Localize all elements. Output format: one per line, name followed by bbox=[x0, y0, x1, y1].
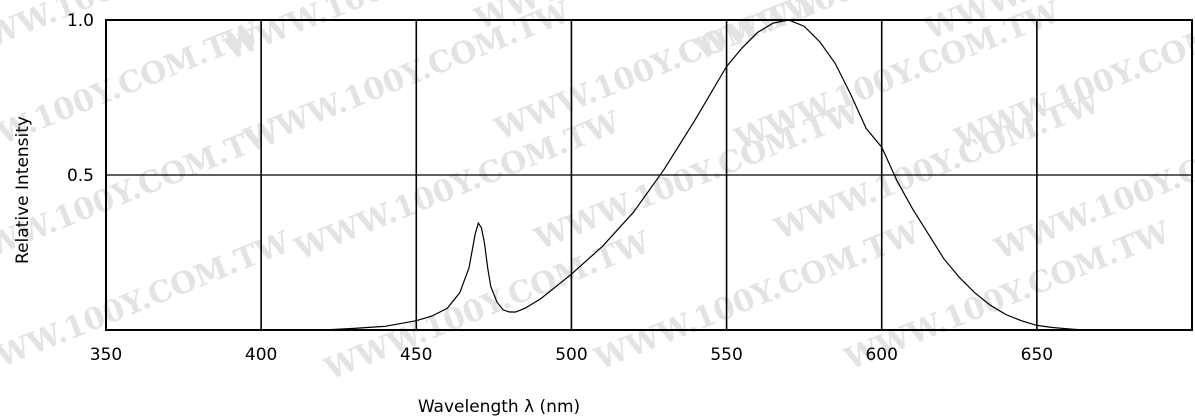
x-tick-labels: 350 400 450 500 550 600 650 bbox=[90, 345, 1053, 365]
y-tick-label: 0.5 bbox=[67, 166, 94, 186]
grid-lines bbox=[106, 20, 1192, 330]
y-axis-title: Relative Intensity bbox=[13, 116, 33, 264]
x-tick-label: 500 bbox=[555, 345, 587, 365]
x-tick-label: 600 bbox=[865, 345, 897, 365]
y-tick-label: 1.0 bbox=[67, 11, 94, 31]
x-tick-label: 400 bbox=[245, 345, 277, 365]
x-tick-label: 550 bbox=[710, 345, 742, 365]
spectrum-curve bbox=[323, 19, 1084, 331]
x-tick-label: 350 bbox=[90, 345, 122, 365]
plot-frame bbox=[105, 19, 1193, 331]
x-tick-label: 650 bbox=[1021, 345, 1053, 365]
y-tick-labels: 0.5 1.0 bbox=[67, 11, 94, 186]
x-axis-title: Wavelength λ (nm) bbox=[418, 397, 580, 417]
x-tick-label: 450 bbox=[400, 345, 432, 365]
